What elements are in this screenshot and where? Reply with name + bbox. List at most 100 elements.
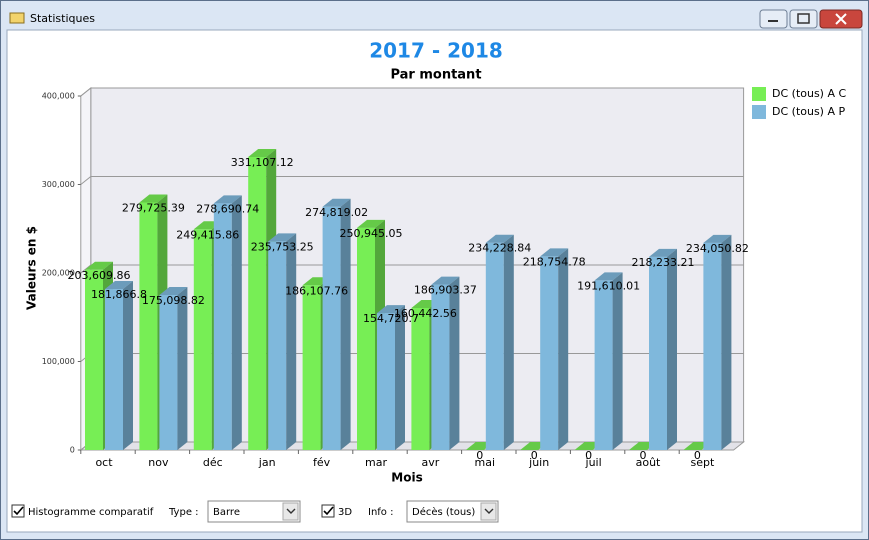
bar-side — [395, 305, 405, 450]
value-label: 154,720.7 — [363, 312, 419, 325]
maximize-button[interactable] — [789, 9, 818, 29]
bar-top — [377, 305, 405, 314]
x-tick-label: oct — [95, 456, 113, 469]
combobox-arrow — [286, 508, 296, 514]
minimize-button[interactable] — [759, 9, 788, 29]
bar-front — [649, 256, 667, 450]
value-label: 234,050.82 — [686, 242, 749, 255]
bar-top — [248, 148, 277, 157]
y-axis-title: Valeurs en $ — [25, 226, 39, 310]
bar — [649, 248, 677, 450]
legend-label: DC (tous) A C — [772, 87, 846, 100]
bar-side — [177, 287, 188, 450]
bar-front — [322, 206, 341, 450]
bar-side — [667, 248, 677, 450]
bar-top — [649, 248, 677, 257]
bar — [540, 248, 569, 450]
bar-front — [594, 280, 613, 450]
value-label: 235,753.25 — [251, 240, 314, 253]
bar-top — [213, 195, 242, 204]
y-tick-label: 0 — [70, 446, 75, 455]
value-label: 186,107.76 — [285, 284, 348, 297]
value-label: 0 — [476, 449, 483, 462]
combobox[interactable] — [406, 500, 499, 523]
checkbox[interactable] — [11, 504, 25, 518]
bar — [594, 272, 623, 450]
value-label: 218,233.21 — [632, 256, 695, 269]
bar-top — [594, 272, 623, 281]
bar-top — [703, 234, 732, 243]
bar-front — [411, 308, 430, 450]
bar-front — [159, 295, 178, 450]
bar-top — [540, 248, 569, 257]
x-tick-label: juil — [585, 456, 602, 469]
bar-side — [340, 198, 351, 450]
checkbox-label[interactable]: Histogramme comparatif — [28, 507, 154, 518]
value-label: 278,690.74 — [196, 202, 259, 215]
bar-front — [105, 289, 123, 450]
value-label: 181,866.8 — [91, 288, 147, 301]
bar-front — [139, 202, 158, 450]
bar — [213, 195, 242, 450]
checkmark — [13, 506, 24, 516]
combobox-button[interactable] — [480, 502, 497, 521]
x-tick-label: août — [636, 456, 661, 469]
bar-top — [322, 198, 351, 207]
checkmark — [323, 506, 334, 516]
bar-top — [357, 219, 385, 228]
x-tick-label: mai — [475, 456, 496, 469]
bar-front — [248, 156, 267, 450]
value-label: 0 — [531, 449, 538, 462]
value-label: 0 — [585, 449, 592, 462]
window-title: Statistiques — [30, 12, 95, 25]
bar-top — [268, 233, 297, 242]
bar-front — [431, 284, 450, 450]
bar-top — [139, 194, 168, 203]
bar-side — [286, 233, 297, 450]
value-label: 160,442.56 — [394, 307, 457, 320]
bar — [703, 234, 732, 450]
bar-front — [357, 227, 375, 450]
combobox-arrow — [484, 508, 494, 514]
bar-front — [703, 242, 722, 450]
x-tick-label: avr — [422, 456, 440, 469]
bar-front — [302, 285, 321, 450]
combobox-value: Barre — [213, 507, 240, 518]
x-tick-label: juin — [528, 456, 549, 469]
y-tick-label: 200,000 — [42, 269, 75, 278]
checkbox[interactable] — [321, 504, 335, 518]
legend-label: DC (tous) A P — [772, 105, 845, 118]
grid-line — [80, 87, 744, 97]
value-label: 203,609.86 — [68, 269, 131, 282]
value-label: 250,945.05 — [340, 227, 403, 240]
x-tick-label: déc — [203, 456, 223, 469]
legend-swatch — [752, 105, 766, 119]
value-label: 234,228.84 — [468, 242, 531, 255]
value-label: 218,754.78 — [523, 255, 586, 268]
bar-side — [503, 234, 514, 450]
value-label: 191,610.01 — [577, 279, 640, 292]
y-tick-label: 400,000 — [42, 92, 75, 101]
bar-front — [377, 313, 395, 450]
y-tick-label: 300,000 — [42, 180, 75, 189]
bar-side — [721, 234, 732, 450]
bar-side — [123, 281, 133, 450]
x-axis-title: Mois — [391, 471, 422, 485]
maximize-icon — [797, 13, 810, 24]
combobox[interactable] — [207, 500, 301, 523]
combobox-button[interactable] — [282, 502, 299, 521]
value-label: 0 — [694, 449, 701, 462]
bar-front — [485, 242, 504, 450]
bar — [105, 281, 133, 450]
x-tick-label: mar — [365, 456, 387, 469]
x-tick-label: jan — [258, 456, 276, 469]
x-tick-label: fév — [313, 456, 331, 469]
grid-line — [80, 176, 744, 185]
grid-line — [80, 264, 744, 274]
x-tick-label: sept — [691, 456, 715, 469]
bar-side — [449, 276, 460, 450]
bar — [159, 287, 188, 450]
bar-front — [193, 229, 212, 450]
checkbox-label[interactable]: 3D — [338, 507, 352, 518]
